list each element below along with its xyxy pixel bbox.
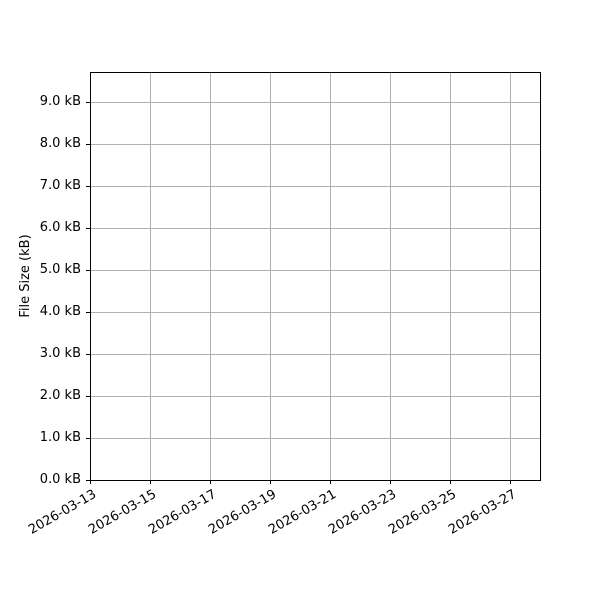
x-gridline [450, 72, 451, 480]
x-gridline [270, 72, 271, 480]
y-gridline [90, 186, 540, 187]
y-tick-label: 9.0 kB [39, 94, 81, 109]
x-gridline [390, 72, 391, 480]
y-tick-mark [86, 186, 90, 187]
y-tick-label: 2.0 kB [39, 388, 81, 403]
x-tick-mark [510, 480, 511, 484]
y-tick-label: 0.0 kB [39, 472, 81, 487]
x-gridline [150, 72, 151, 480]
y-tick-label: 6.0 kB [39, 220, 81, 235]
x-tick-mark [210, 480, 211, 484]
x-tick-mark [330, 480, 331, 484]
y-gridline [90, 144, 540, 145]
x-tick-mark [450, 480, 451, 484]
y-tick-mark [86, 438, 90, 439]
x-gridline [330, 72, 331, 480]
y-tick-mark [86, 396, 90, 397]
y-gridline [90, 270, 540, 271]
y-tick-mark [86, 312, 90, 313]
y-tick-mark [86, 144, 90, 145]
y-tick-mark [86, 480, 90, 481]
y-tick-label: 3.0 kB [39, 346, 81, 361]
x-tick-mark [270, 480, 271, 484]
y-gridline [90, 102, 540, 103]
y-tick-mark [86, 270, 90, 271]
y-tick-mark [86, 354, 90, 355]
y-gridline [90, 438, 540, 439]
plot-area-border [90, 72, 541, 481]
y-tick-label: 7.0 kB [39, 178, 81, 193]
y-tick-label: 4.0 kB [39, 304, 81, 319]
y-tick-mark [86, 228, 90, 229]
y-gridline [90, 228, 540, 229]
y-gridline [90, 354, 540, 355]
x-gridline [210, 72, 211, 480]
x-tick-label: 2026-03-27 [446, 487, 520, 538]
y-tick-label: 5.0 kB [39, 262, 81, 277]
y-gridline [90, 312, 540, 313]
y-tick-mark [86, 102, 90, 103]
x-tick-mark [90, 480, 91, 484]
y-gridline [90, 396, 540, 397]
y-tick-label: 8.0 kB [39, 136, 81, 151]
y-tick-label: 1.0 kB [39, 430, 81, 445]
x-tick-mark [390, 480, 391, 484]
x-tick-mark [150, 480, 151, 484]
x-gridline [510, 72, 511, 480]
